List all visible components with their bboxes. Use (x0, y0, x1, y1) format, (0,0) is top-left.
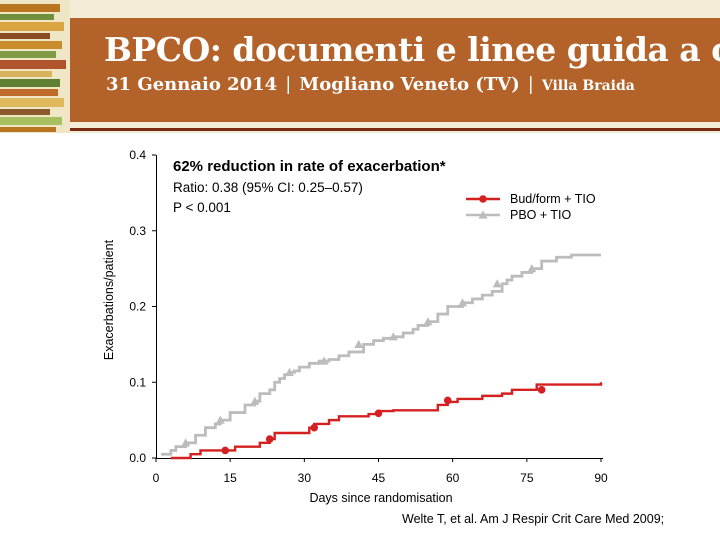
header-banner: BPCO: documenti e linee guida a confront… (0, 0, 720, 133)
separator: | (527, 74, 534, 95)
y-tick-label: 0.0 (129, 451, 146, 465)
chart-title: 62% reduction in rate of exacerbation* (173, 158, 446, 175)
data-point-marker (319, 356, 329, 365)
chart-annotation: P < 0.001 (173, 200, 231, 215)
x-tick-label: 75 (520, 471, 534, 485)
data-point-marker (285, 367, 294, 377)
data-point-marker (423, 317, 433, 326)
x-tick-label: 45 (372, 471, 386, 485)
data-point-marker (215, 415, 225, 424)
x-tick-label: 30 (298, 471, 312, 485)
exacerbation-chart: 0.0 0.1 0.2 0.3 0.4 0 15 30 45 60 75 90 Days since r… (102, 148, 608, 505)
y-tick-label: 0.1 (129, 375, 146, 389)
data-point-marker (479, 195, 487, 203)
data-point-marker (492, 279, 502, 288)
x-tick-label: 60 (446, 471, 460, 485)
data-point-marker (458, 298, 468, 307)
data-point-marker (527, 264, 537, 273)
y-tick-label: 0.4 (129, 148, 146, 162)
conference-date: 31 Gennaio 2014 (106, 74, 278, 95)
data-point-marker (265, 435, 274, 443)
data-point-marker (181, 438, 191, 447)
data-point-marker (374, 409, 383, 418)
citation: Welte T, et al. Am J Respir Crit Care Me… (402, 512, 665, 526)
banner-divider (70, 128, 720, 131)
data-point-marker (354, 339, 364, 348)
y-tick-label: 0.2 (129, 300, 146, 314)
conference-title: BPCO: documenti e linee guida a confront… (104, 30, 720, 69)
x-tick-label: 15 (223, 471, 237, 485)
y-axis-label: Exacerbations/patient (102, 239, 116, 360)
data-point-marker (221, 446, 230, 455)
data-point-marker (537, 386, 546, 394)
separator: | (285, 74, 292, 95)
legend-label: PBO + TIO (510, 208, 572, 222)
data-point-marker (388, 332, 398, 341)
conference-details: 31 Gennaio 2014 | Mogliano Veneto (TV) | Vil… (106, 74, 635, 95)
series-line (170, 382, 603, 460)
banner-band (70, 18, 720, 122)
x-tick-label: 90 (594, 471, 608, 485)
x-tick-label: 0 (153, 471, 160, 485)
conference-location: Mogliano Veneto (TV) (299, 74, 520, 95)
data-point-marker (250, 396, 260, 405)
bookshelf-icon (0, 0, 70, 133)
x-axis-label: Days since randomisation (309, 491, 452, 505)
chart-annotation: Ratio: 0.38 (95% CI: 0.25–0.57) (173, 180, 363, 195)
legend-label: Bud/form + TIO (510, 192, 596, 206)
y-tick-label: 0.3 (129, 224, 146, 238)
data-point-marker (310, 423, 319, 432)
conference-venue: Villa Braida (541, 78, 635, 94)
data-point-marker (443, 396, 452, 405)
series-line (160, 253, 601, 456)
data-point-marker (478, 210, 488, 219)
